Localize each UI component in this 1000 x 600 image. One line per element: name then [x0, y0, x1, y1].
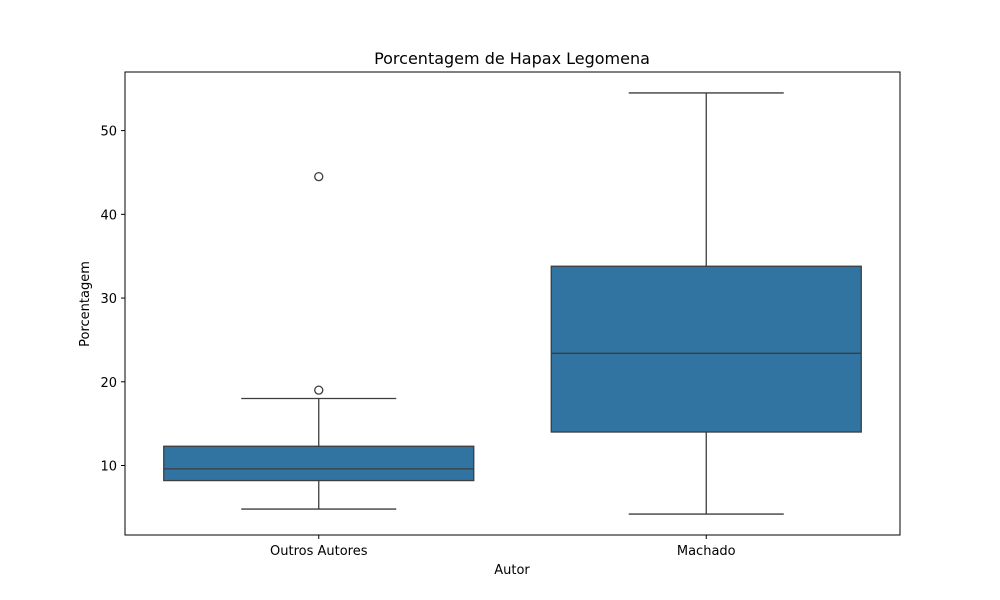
chart-title: Porcentagem de Hapax Legomena [374, 49, 650, 68]
plot-frame [124, 71, 901, 536]
y-tick-label: 20 [100, 376, 117, 391]
x-axis: Outros Autores Machado [270, 535, 736, 559]
y-tick-label: 30 [100, 292, 117, 307]
y-axis: 10 20 30 40 50 [100, 125, 125, 475]
box [550, 265, 862, 433]
box [163, 445, 475, 482]
boxes-layer [163, 92, 862, 515]
y-axis-label: Porcentagem [78, 261, 93, 347]
x-axis-label: Autor [494, 563, 530, 578]
y-tick-label: 10 [100, 460, 117, 475]
x-tick-label: Outros Autores [270, 544, 368, 559]
box-group [163, 172, 475, 510]
x-tick-label: Machado [677, 544, 736, 559]
outlier-point [314, 172, 324, 182]
y-tick-label: 40 [100, 208, 117, 223]
box-group [550, 92, 862, 515]
y-tick-label: 50 [100, 125, 117, 140]
outlier-point [314, 385, 324, 395]
